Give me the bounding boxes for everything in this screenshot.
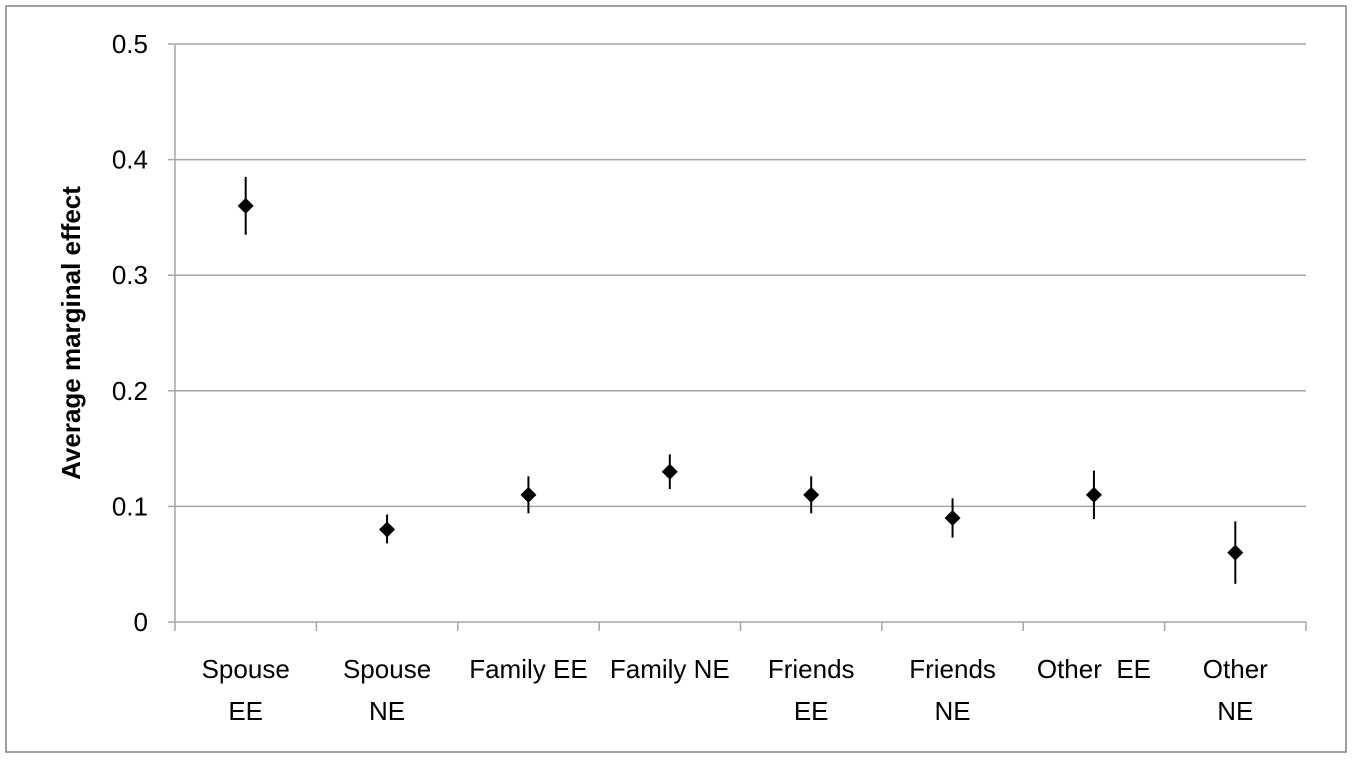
- data-point-diamond: [379, 521, 396, 538]
- x-category-labels: Spouse EE Spouse NE Family EE Family NE Friend…: [202, 654, 1269, 726]
- x-category-label-line: NE: [935, 696, 971, 726]
- y-tick-label: 0: [134, 607, 148, 637]
- data-point-diamond: [1227, 544, 1244, 561]
- y-axis-label: Average marginal effect: [56, 186, 86, 480]
- data-point-diamond: [520, 486, 537, 503]
- x-category-label: Other EE: [1037, 654, 1151, 684]
- x-category-label-line: Spouse: [202, 654, 290, 684]
- axes: [168, 43, 1307, 631]
- x-category-label: Spouse EE: [202, 654, 290, 726]
- x-category-label-line: Spouse: [343, 654, 431, 684]
- x-category-label-line: EE: [794, 696, 829, 726]
- x-category-label: Family NE: [610, 654, 730, 684]
- data-point-diamond: [803, 486, 820, 503]
- x-category-label: Friends EE: [768, 654, 855, 726]
- y-tick-label: 0.2: [112, 376, 148, 406]
- data-point-diamond: [661, 463, 678, 480]
- y-tick-label: 0.5: [112, 29, 148, 59]
- x-category-label-line: NE: [369, 696, 405, 726]
- x-category-label-line: Other: [1203, 654, 1268, 684]
- data-point-diamond: [944, 509, 961, 526]
- x-category-label-line: EE: [228, 696, 263, 726]
- x-category-label-line: Friends: [768, 654, 855, 684]
- x-category-label: Friends NE: [909, 654, 996, 726]
- x-category-label-line: Family NE: [610, 654, 730, 684]
- x-category-label-line: Family EE: [469, 654, 587, 684]
- y-tick-label: 0.3: [112, 260, 148, 290]
- x-category-label-line: Other EE: [1037, 654, 1151, 684]
- x-category-label-line: Friends: [909, 654, 996, 684]
- gridlines: [175, 43, 1306, 508]
- x-category-label: Spouse NE: [343, 654, 431, 726]
- data-points: [237, 197, 1244, 561]
- y-tick-label: 0.1: [112, 491, 148, 521]
- y-tick-labels: 0 0.1 0.2 0.3 0.4 0.5: [112, 29, 148, 637]
- x-category-label: Other NE: [1203, 654, 1268, 726]
- data-point-diamond: [237, 197, 254, 214]
- x-category-label: Family EE: [469, 654, 587, 684]
- x-category-label-line: NE: [1217, 696, 1253, 726]
- data-point-diamond: [1085, 486, 1102, 503]
- chart-border: [5, 5, 1347, 753]
- y-tick-label: 0.4: [112, 145, 148, 175]
